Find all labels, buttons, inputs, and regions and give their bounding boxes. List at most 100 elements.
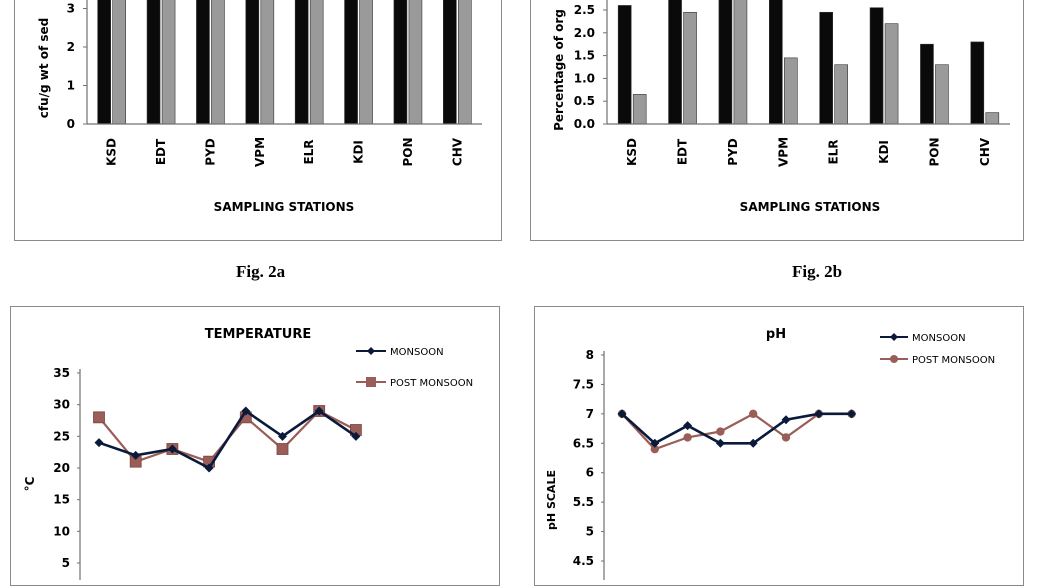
legend-monsoon-marker <box>367 347 375 355</box>
bar-series-2 <box>834 64 848 125</box>
bar-series-2 <box>112 0 126 125</box>
legend-monsoon-marker <box>890 333 898 341</box>
y-tick-label: 25 <box>53 429 70 443</box>
fig2b-xlabel: SAMPLING STATIONS <box>740 200 881 214</box>
line-post-monsoon <box>621 412 852 451</box>
bar-series-1 <box>393 0 408 125</box>
marker-post-monsoon <box>276 443 289 455</box>
marker-monsoon <box>650 438 660 448</box>
fig-2a-caption: Fig. 2a <box>236 262 286 281</box>
bar-series-1 <box>196 0 210 125</box>
x-tick-label: PON <box>927 137 941 166</box>
x-tick-label: CHV <box>978 137 992 166</box>
temperature-panel <box>10 306 500 586</box>
y-tick-label: 10 <box>53 524 70 538</box>
bar-series-2 <box>211 0 225 125</box>
y-tick-label: 2.0 <box>574 26 595 40</box>
bar-series-2 <box>683 11 697 125</box>
marker-post-monsoon <box>781 433 791 442</box>
legend-post-monsoon-label: POST MONSOON <box>912 355 995 366</box>
marker-monsoon <box>781 415 791 425</box>
bar-series-2 <box>632 94 647 125</box>
bar-series-1 <box>146 0 161 125</box>
x-tick-label: ELR <box>302 139 316 164</box>
fig2a-chart: cfu/g wt of sed SAMPLING STATIONS 0 1 2 3 KS… <box>37 0 482 214</box>
marker-monsoon <box>167 444 177 454</box>
marker-monsoon <box>241 406 251 416</box>
marker-monsoon <box>351 431 361 441</box>
y-tick-label: 2.5 <box>574 3 595 17</box>
legend-monsoon-label: MONSOON <box>390 347 444 358</box>
marker-monsoon <box>278 431 287 441</box>
y-tick-label: 4.5 <box>573 554 594 568</box>
y-tick-label: 1.0 <box>574 71 595 85</box>
bar-series-1 <box>869 7 884 125</box>
bar-series-1 <box>970 41 985 125</box>
y-tick-label: 2 <box>67 40 75 54</box>
marker-monsoon <box>94 438 104 448</box>
bar-series-1 <box>617 5 632 125</box>
x-tick-label: VPM <box>253 137 267 167</box>
y-tick-label: 3 <box>67 2 75 16</box>
x-tick-label: KDI <box>877 140 891 164</box>
bar-series-1 <box>97 0 111 125</box>
legend-post-monsoon-marker <box>890 355 898 363</box>
bar-series-2 <box>260 0 275 125</box>
y-tick-label: 5 <box>62 556 70 570</box>
temperature-legend: MONSOON POST MONSOON <box>356 347 473 389</box>
bar-series-1 <box>920 43 934 125</box>
bar-series-2 <box>733 0 748 125</box>
marker-post-monsoon <box>749 409 758 419</box>
marker-monsoon <box>748 438 758 448</box>
marker-post-monsoon <box>650 444 659 454</box>
marker-post-monsoon <box>716 427 725 436</box>
fig2a-ylabel: cfu/g wt of sed <box>37 18 51 119</box>
y-tick-label: 30 <box>53 398 70 412</box>
y-tick-label: 15 <box>53 493 70 507</box>
y-tick-label: 6.5 <box>573 436 594 450</box>
fig2b-chart: Percentage of org SAMPLING STATIONS 0.0 0… <box>552 0 1010 214</box>
fig2a-xlabel: SAMPLING STATIONS <box>214 200 355 214</box>
marker-monsoon <box>314 406 324 416</box>
ph-panel <box>534 306 1024 586</box>
y-tick-label: 7.5 <box>573 377 594 391</box>
y-tick-label: 5.5 <box>573 495 594 509</box>
y-tick-label: 5 <box>586 525 594 539</box>
bar-series-2 <box>884 23 899 125</box>
legend-post-monsoon-label: POST MONSOON <box>390 378 473 389</box>
x-tick-label: PYD <box>726 138 740 165</box>
bar-series-2 <box>985 112 1000 125</box>
bar-series-1 <box>344 0 358 125</box>
bar-series-2 <box>309 0 324 125</box>
bar-series-2 <box>935 64 949 125</box>
bar-series-2 <box>408 0 423 125</box>
marker-monsoon <box>204 463 214 473</box>
marker-monsoon <box>814 409 824 419</box>
bar-series-2 <box>161 0 176 125</box>
y-tick-label: 7 <box>586 407 594 421</box>
bar-series-1 <box>668 0 682 125</box>
y-tick-label: 0.0 <box>574 117 595 131</box>
marker-monsoon <box>131 450 141 460</box>
bar-series-1 <box>718 0 733 125</box>
y-tick-label: 6 <box>586 466 594 480</box>
legend-monsoon-label: MONSOON <box>912 333 966 344</box>
x-tick-label: KSD <box>105 138 119 166</box>
y-tick-label: 0.5 <box>574 94 595 108</box>
y-tick-label: 1.5 <box>574 49 595 63</box>
temperature-chart: TEMPERATURE °C MONSOON POST MONSOON 5 10 1… <box>23 327 473 580</box>
line-monsoon <box>98 409 357 470</box>
marker-monsoon <box>847 409 857 419</box>
line-monsoon <box>621 412 852 445</box>
bar-series-2 <box>458 0 472 125</box>
fig2b-ylabel: Percentage of org <box>552 9 566 131</box>
x-tick-label: KDI <box>352 140 366 164</box>
temperature-ylabel: °C <box>23 476 37 491</box>
marker-post-monsoon <box>683 433 692 442</box>
bar-series-1 <box>769 0 783 125</box>
bar-series-2 <box>784 57 798 125</box>
ph-title: pH <box>766 327 786 342</box>
x-tick-label: ELR <box>827 139 841 164</box>
marker-monsoon <box>683 421 693 431</box>
